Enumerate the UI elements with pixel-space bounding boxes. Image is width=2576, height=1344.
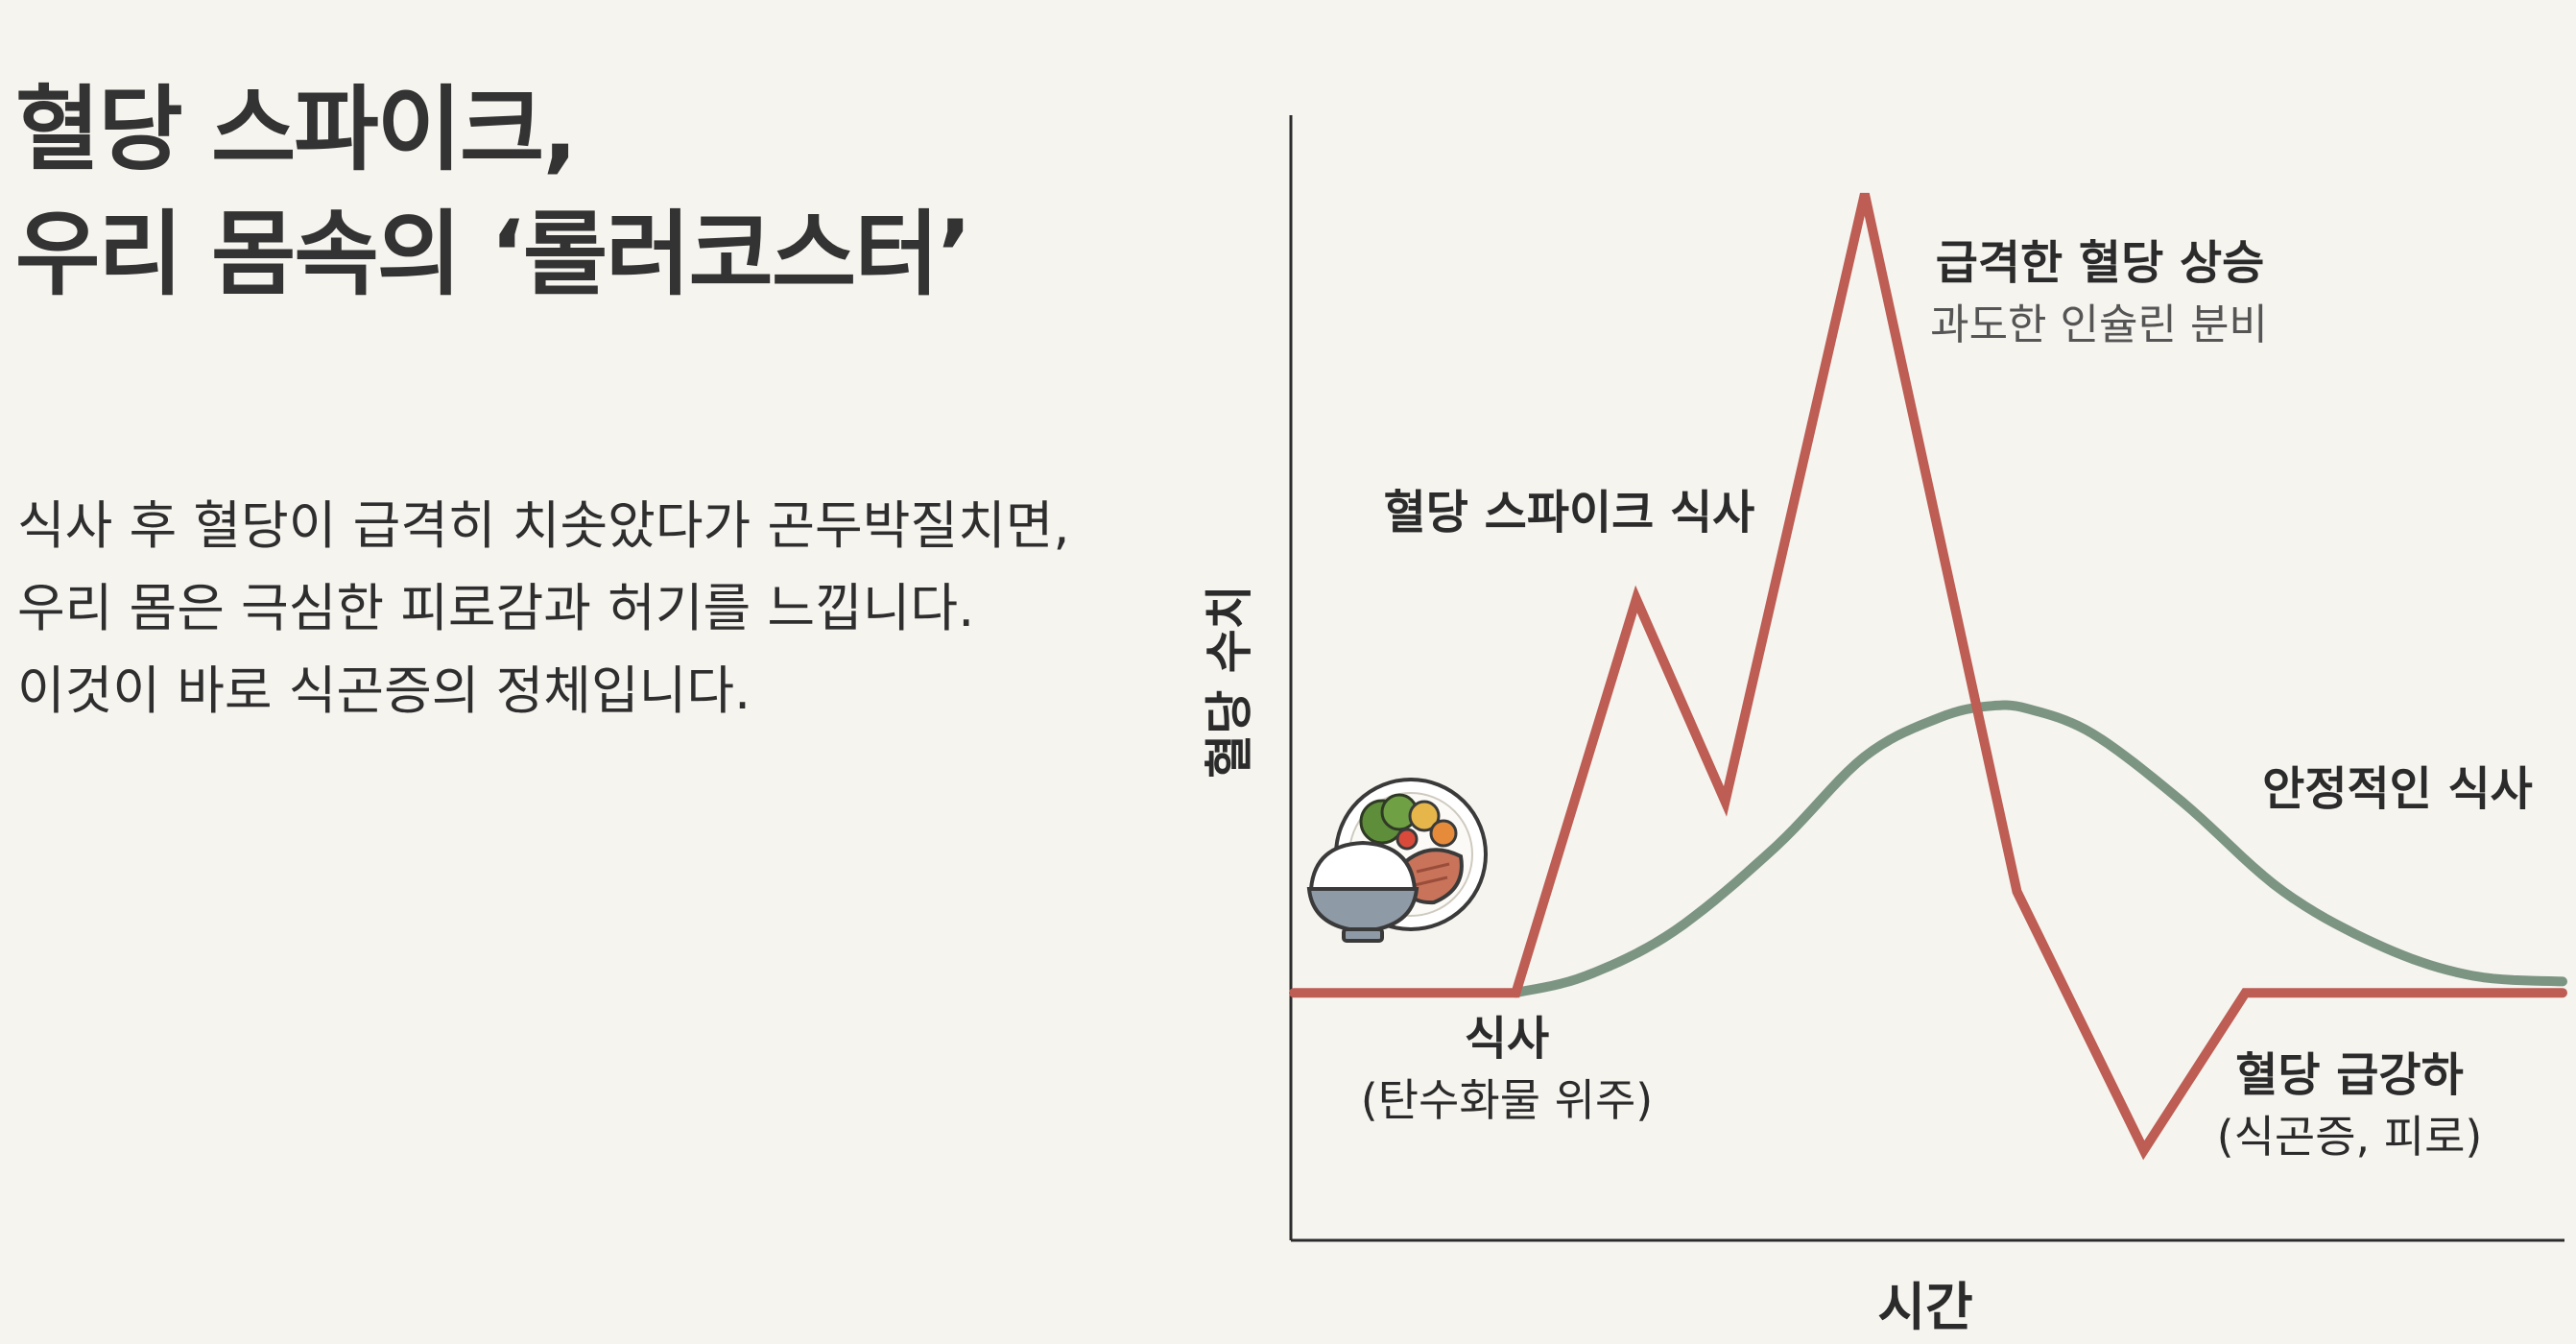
- rice-bowl-icon: [1306, 840, 1419, 943]
- page-title: 혈당 스파이크, 우리 몸속의 ‘롤러코스터’: [15, 67, 972, 317]
- y-axis-label: 혈당 수치: [1202, 585, 1257, 778]
- description: 식사 후 혈당이 급격히 치솟았다가 곤두박질치면, 우리 몸은 극심한 피로감…: [17, 485, 1070, 732]
- annotation-stable-meal: 안정적인 식사: [2262, 762, 2533, 816]
- description-line-3: 이것이 바로 식곤증의 정체입니다.: [17, 660, 751, 721]
- title-line-1: 혈당 스파이크,: [15, 76, 578, 183]
- annotation-insulin: 과도한 인슐린 분비: [1930, 300, 2268, 349]
- annotation-spike-meal: 혈당 스파이크 식사: [1384, 486, 1755, 540]
- annotation-carb-heavy: (탄수화물 위주): [1361, 1074, 1653, 1126]
- x-axis-label: 시간: [1877, 1277, 1972, 1337]
- blood-sugar-chart: 혈당 수치 시간 혈당 스파이크 식사 급격한 혈당 상승 과도한 인슐린 분비…: [1202, 115, 2567, 1337]
- annotation-fatigue: (식곤증, 피로): [2217, 1111, 2483, 1163]
- description-line-1: 식사 후 혈당이 급격히 치솟았다가 곤두박질치면,: [17, 495, 1070, 556]
- annotation-sugar-crash: 혈당 급강하: [2235, 1048, 2464, 1102]
- annotation-rapid-rise: 급격한 혈당 상승: [1936, 236, 2265, 290]
- title-line-2: 우리 몸속의 ‘롤러코스터’: [15, 201, 972, 308]
- description-line-2: 우리 몸은 극심한 피로감과 허기를 느낍니다.: [17, 578, 975, 638]
- annotation-meal: 식사: [1465, 1012, 1549, 1066]
- series-line-spike: [1289, 192, 2567, 1161]
- series-line-stable: [1511, 700, 2567, 998]
